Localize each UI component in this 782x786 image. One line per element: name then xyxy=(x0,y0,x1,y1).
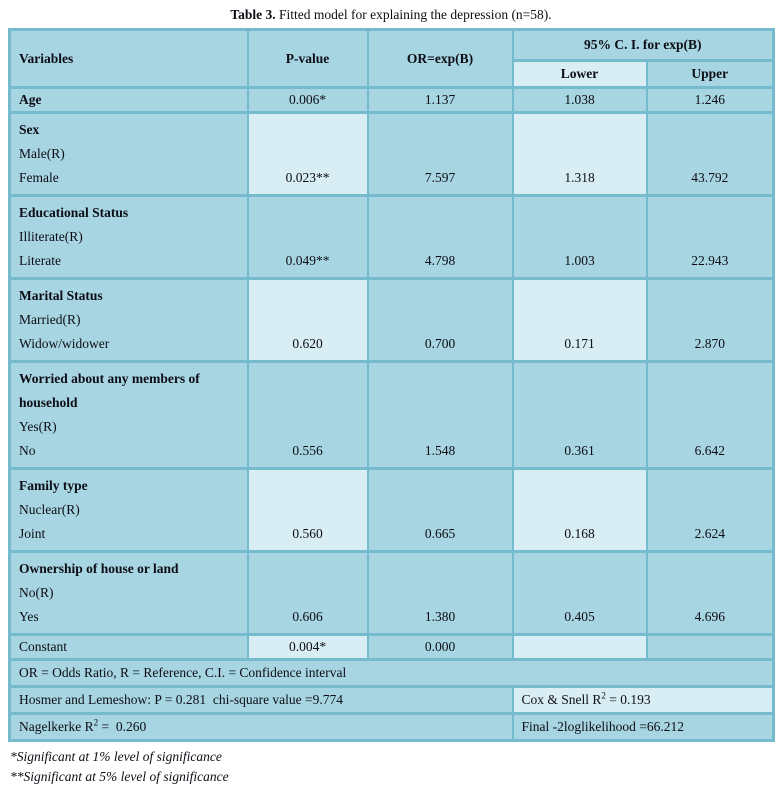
stats-row-2: Nagelkerke R2 = 0.260 Final -2loglikelih… xyxy=(8,712,775,742)
cell-variable: Constant xyxy=(8,633,249,661)
cell-p-value: 0.023** xyxy=(246,111,369,197)
table-row: Marital Status Married(R) Widow/widower 0.6… xyxy=(8,277,775,363)
nagelkerke-text: Nagelkerke R xyxy=(19,719,94,734)
variable-item: Yes(R) xyxy=(19,419,57,434)
table-row: Educational Status Illiterate(R) Literate 0… xyxy=(8,194,775,280)
cell-or: 7.597 xyxy=(366,111,514,197)
cell-p-value: 0.556 xyxy=(246,360,369,470)
cell-or: 0.000 xyxy=(366,633,514,661)
variable-title: Age xyxy=(19,92,42,107)
variable-title: Educational Status xyxy=(19,205,129,220)
variable-title: Family type xyxy=(19,478,88,493)
cell-upper: 43.792 xyxy=(645,111,775,197)
nagelkerke-value: = 0.260 xyxy=(98,719,147,734)
variable-item: Female xyxy=(19,170,59,185)
table-row: Family type Nuclear(R) Joint 0.560 0.665 0.16… xyxy=(8,467,775,553)
header-row-2: Lower Upper xyxy=(10,59,775,89)
cox-snell-text: Cox & Snell R xyxy=(521,692,602,707)
cell-variable: Family type Nuclear(R) Joint xyxy=(8,467,249,553)
variable-item: Yes xyxy=(19,609,39,624)
cell-p-value: 0.006* xyxy=(246,86,369,114)
header-ci: 95% C. I. for exp(B) xyxy=(511,28,775,62)
cell-p-value: 0.606 xyxy=(246,550,369,636)
nagelkerke-cell: Nagelkerke R2 = 0.260 xyxy=(8,712,514,742)
cell-lower: 1.003 xyxy=(511,194,648,280)
cell-or: 1.380 xyxy=(366,550,514,636)
cell-or: 1.137 xyxy=(366,86,514,114)
header-row-1: Variables P-value OR=exp(B) 95% C. I. fo… xyxy=(8,28,775,89)
variable-title: Constant xyxy=(19,639,68,654)
cox-snell-sup: 2 xyxy=(601,690,606,701)
cox-snell-cell: Cox & Snell R2 = 0.193 xyxy=(511,685,775,715)
cell-lower: 0.168 xyxy=(511,467,648,553)
header-variables: Variables xyxy=(8,28,249,89)
table-row: Age 0.006* 1.137 1.038 1.246 xyxy=(8,86,775,114)
footnotes: *Significant at 1% level of significance… xyxy=(10,747,782,786)
table-row: Constant 0.004* 0.000 xyxy=(8,633,775,661)
abbreviation-note: OR = Odds Ratio, R = Reference, C.I. = C… xyxy=(8,658,775,688)
variable-item: Joint xyxy=(19,526,46,541)
abbreviation-row: OR = Odds Ratio, R = Reference, C.I. = C… xyxy=(8,658,775,688)
final-loglikelihood-cell: Final -2loglikelihood =66.212 xyxy=(511,712,775,742)
variable-item: Nuclear(R) xyxy=(19,502,80,517)
cell-upper: 6.642 xyxy=(645,360,775,470)
cell-p-value: 0.620 xyxy=(246,277,369,363)
variable-item: Married(R) xyxy=(19,312,81,327)
variable-item: Literate xyxy=(19,253,61,268)
nagelkerke-sup: 2 xyxy=(93,717,99,728)
stats-row-1: Hosmer and Lemeshow: P = 0.281 chi-squar… xyxy=(8,685,775,715)
variable-title: Marital Status xyxy=(19,288,103,303)
variable-title: Ownership of house or land xyxy=(19,561,179,576)
cox-snell-value: = 0.193 xyxy=(605,692,651,707)
footnote-1pct: *Significant at 1% level of significance xyxy=(10,749,222,764)
cell-p-value: 0.560 xyxy=(246,467,369,553)
header-upper: Upper xyxy=(645,59,775,89)
fitted-model-table: Variables P-value OR=exp(B) 95% C. I. fo… xyxy=(8,28,775,742)
cell-or: 1.548 xyxy=(366,360,514,470)
variable-item: Widow/widower xyxy=(19,336,110,351)
header-lower: Lower xyxy=(511,59,648,89)
variable-item: No xyxy=(19,443,36,458)
cell-upper xyxy=(645,633,775,661)
cell-lower: 1.318 xyxy=(511,111,648,197)
cell-p-value: 0.049** xyxy=(246,194,369,280)
footnote-5pct: **Significant at 5% level of significanc… xyxy=(10,768,229,784)
variable-title: household xyxy=(19,395,78,410)
hosmer-lemeshow-cell: Hosmer and Lemeshow: P = 0.281 chi-squar… xyxy=(8,685,514,715)
table-title: Table 3. Fitted model for explaining the… xyxy=(0,0,782,28)
cell-variable: Marital Status Married(R) Widow/widower xyxy=(8,277,249,363)
cell-or: 4.798 xyxy=(366,194,514,280)
cell-upper: 4.696 xyxy=(645,550,775,636)
cell-lower: 0.171 xyxy=(511,277,648,363)
cell-upper: 2.624 xyxy=(645,467,775,553)
variable-item: No(R) xyxy=(19,585,54,600)
table-title-number: Table 3. xyxy=(230,7,276,22)
table-row: Ownership of house or land No(R) Yes 0.606 1… xyxy=(8,550,775,636)
cell-variable: Worried about any members of household Yes… xyxy=(8,360,249,470)
cell-variable: Ownership of house or land No(R) Yes xyxy=(8,550,249,636)
variable-title: Worried about any members of xyxy=(19,371,200,386)
cell-upper: 22.943 xyxy=(645,194,775,280)
cell-variable: Age xyxy=(8,86,249,114)
variable-item: Illiterate(R) xyxy=(19,229,83,244)
table-title-text: Fitted model for explaining the depressi… xyxy=(275,7,552,22)
header-p-value: P-value xyxy=(246,28,369,89)
cell-upper: 2.870 xyxy=(645,277,775,363)
table-row: Sex Male(R) Female 0.023** 7.597 1.318 43.792 xyxy=(8,111,775,197)
cell-or: 0.665 xyxy=(366,467,514,553)
cell-lower: 0.361 xyxy=(511,360,648,470)
cell-variable: Sex Male(R) Female xyxy=(8,111,249,197)
cell-lower: 0.405 xyxy=(511,550,648,636)
cell-lower: 1.038 xyxy=(511,86,648,114)
table-row: Worried about any members of household Yes… xyxy=(8,360,775,470)
header-or: OR=exp(B) xyxy=(366,28,514,89)
cell-lower xyxy=(511,633,648,661)
cell-or: 0.700 xyxy=(366,277,514,363)
cell-p-value: 0.004* xyxy=(246,633,369,661)
cell-upper: 1.246 xyxy=(645,86,775,114)
cell-variable: Educational Status Illiterate(R) Literate xyxy=(8,194,249,280)
variable-title: Sex xyxy=(19,122,40,137)
variable-item: Male(R) xyxy=(19,146,65,161)
